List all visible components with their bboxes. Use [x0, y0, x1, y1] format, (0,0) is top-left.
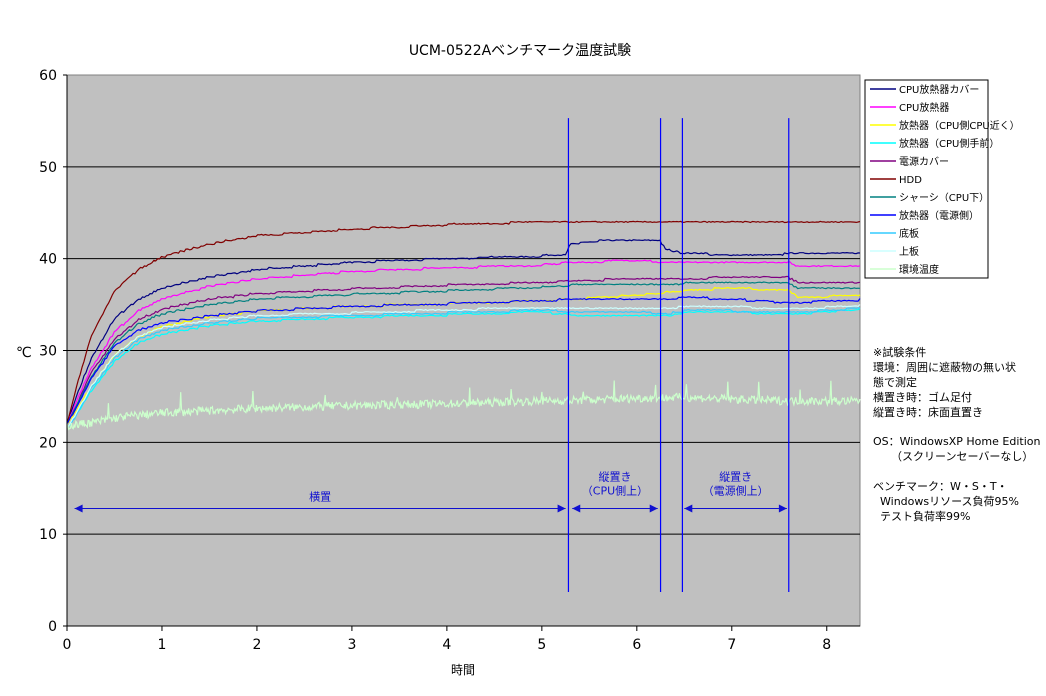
y-tick-label: 0 — [48, 619, 57, 635]
y-tick-label: 10 — [39, 527, 57, 543]
axes: 0 10 20 30 40 50 60 0 1 2 3 4 5 6 7 8 — [39, 68, 860, 653]
grid-lines — [67, 166, 860, 535]
series-line-1 — [66, 239, 861, 425]
series-line-4 — [66, 307, 861, 429]
series-line-10 — [66, 304, 861, 429]
y-tick-label: 20 — [39, 435, 57, 451]
y-tick-label: 60 — [39, 68, 57, 84]
phase-markers — [567, 118, 790, 593]
y-tick-label: 50 — [39, 160, 57, 176]
series-lines — [66, 220, 861, 431]
condition-note: ※試験条件 — [873, 345, 926, 359]
x-tick-label: 3 — [347, 637, 356, 653]
x-tick-label: 8 — [822, 637, 831, 653]
y-tick-label: 30 — [39, 344, 57, 360]
series-line-9 — [66, 307, 861, 429]
legend-entry: CPU放熱器カバー — [899, 83, 979, 96]
legend-entry: 底板 — [899, 227, 919, 240]
condition-note: 態で測定 — [873, 375, 917, 389]
legend-entry: CPU放熱器 — [899, 101, 949, 114]
legend-entry: HDD — [899, 175, 922, 186]
legend-entry: 環境温度 — [899, 263, 939, 276]
test-notes: ※試験条件環境：周囲に遮蔽物の無い状態で測定横置き時：ゴム足付縦置き時：床面直置… — [873, 345, 1040, 523]
x-axis-label: 時間 — [451, 663, 475, 677]
os-note: （スクリーンセーバーなし） — [891, 450, 1033, 463]
os-note: OS：WindowsXP Home Edition — [873, 435, 1040, 448]
x-tick-label: 7 — [727, 637, 736, 653]
series-line-11 — [66, 380, 861, 431]
condition-note: 縦置き時：床面直置き — [873, 405, 983, 419]
arrow-head-right — [778, 504, 787, 513]
x-tick-label: 2 — [252, 637, 261, 653]
series-line-5 — [66, 275, 861, 425]
legend-entry: 上板 — [899, 245, 919, 258]
series-line-8 — [66, 296, 861, 425]
x-tick-label: 1 — [158, 637, 167, 653]
x-tick-label: 5 — [537, 637, 546, 653]
benchmark-note: Windowsリソース負荷95% — [880, 495, 1019, 508]
arrow-head-left — [572, 504, 581, 513]
arrow-head-left — [74, 504, 83, 513]
legend-entry: 放熱器（CPU側CPU近く） — [899, 119, 1020, 132]
phase-label: 縦置き — [719, 470, 752, 483]
legend-entry: 電源カバー — [899, 155, 949, 168]
series-line-2 — [66, 259, 861, 425]
arrow-head-left — [684, 504, 693, 513]
x-tick-label: 0 — [63, 637, 72, 653]
benchmark-note: テスト負荷率99% — [880, 509, 970, 523]
legend-entry: シャーシ（CPU下） — [899, 192, 989, 204]
phase-label: 横置 — [309, 489, 331, 503]
arrow-head-right — [557, 504, 566, 513]
chart-title: UCM-0522Aベンチマーク温度試験 — [409, 43, 631, 59]
x-tick-label: 6 — [632, 637, 641, 653]
benchmark-note: ベンチマーク：W・S・T・ — [873, 480, 1008, 493]
phase-label: 縦置き — [598, 470, 631, 483]
series-line-7 — [66, 281, 861, 425]
phase-sublabel: （CPU側上） — [582, 484, 648, 497]
y-axis-label: ℃ — [16, 345, 32, 361]
y-tick-label: 40 — [39, 252, 57, 268]
series-line-6 — [66, 220, 861, 425]
legend-entry: 放熱器（電源側） — [899, 209, 979, 222]
condition-note: 環境：周囲に遮蔽物の無い状 — [873, 360, 1016, 374]
arrow-head-right — [649, 504, 658, 513]
condition-note: 横置き時：ゴム足付 — [873, 390, 972, 404]
x-tick-label: 4 — [442, 637, 451, 653]
legend-entry: 放熱器（CPU側手前） — [899, 137, 999, 150]
phase-sublabel: （電源側上） — [703, 483, 769, 497]
